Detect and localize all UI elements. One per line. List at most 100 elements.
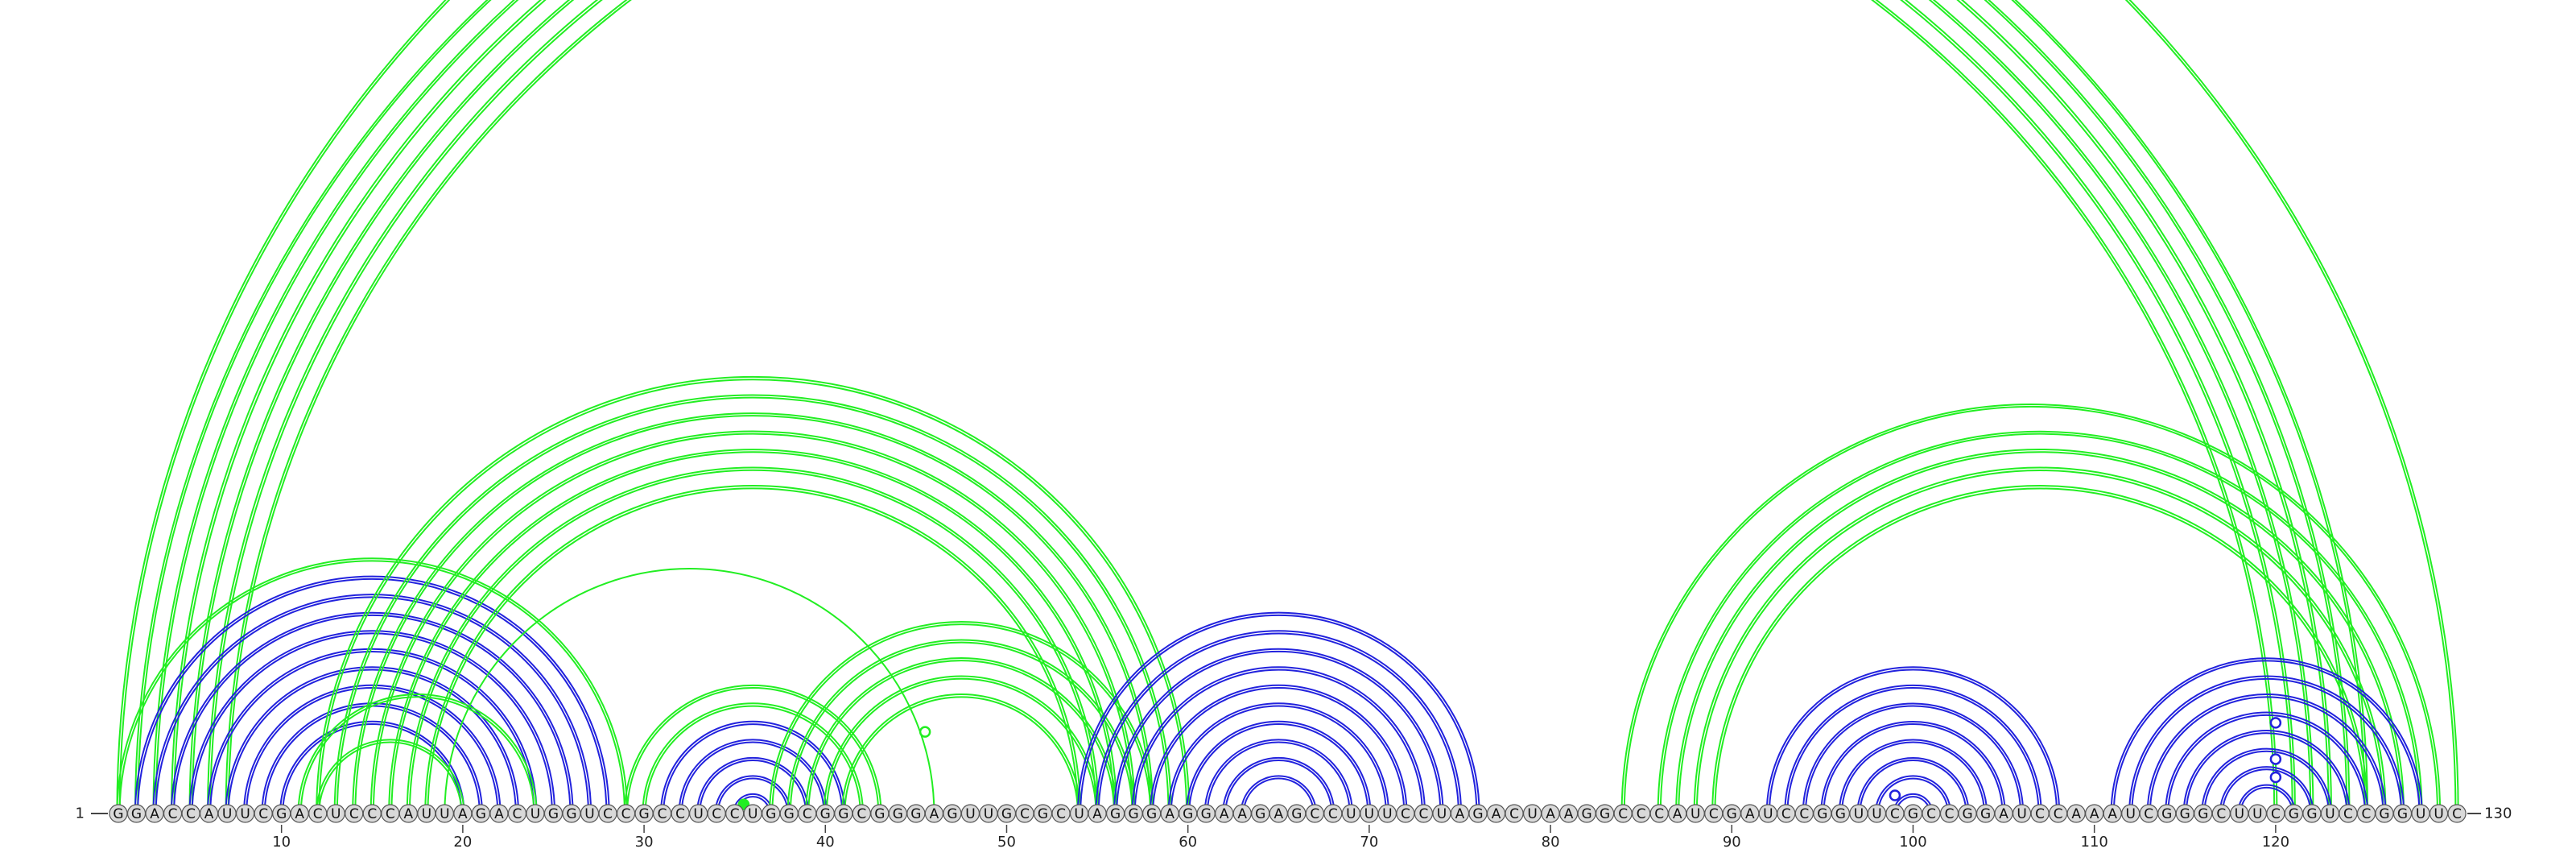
nucleotide: G	[562, 804, 581, 823]
nucleotide-letter: G	[2161, 806, 2172, 822]
base-pair-arc	[116, 0, 2459, 814]
marker-layer	[737, 717, 2282, 810]
nucleotide-letter: U	[1763, 806, 1773, 822]
nucleotide-letter: G	[566, 806, 576, 822]
nucleotide: U	[2121, 804, 2140, 823]
base-pair-arc	[2203, 750, 2330, 814]
nucleotide-letter: U	[1346, 806, 1356, 822]
base-pair-arc	[155, 596, 589, 814]
base-pair-arc	[699, 760, 807, 814]
nucleotide-letter: G	[276, 806, 287, 822]
base-pair-arc	[191, 632, 553, 814]
nucleotide: C	[671, 804, 690, 823]
nucleotide: A	[1269, 804, 1288, 823]
base-pair-arc	[1877, 777, 1949, 814]
base-pair-arc	[2221, 768, 2312, 814]
base-pair-arc	[2165, 711, 2369, 814]
nucleotide-letter: A	[1546, 806, 1555, 822]
nucleotide: U	[2429, 804, 2449, 823]
nucleotide-letter: C	[1020, 806, 1030, 822]
nucleotide-letter: G	[1962, 806, 1972, 822]
base-pair-arc	[1080, 614, 1478, 814]
nucleotide-letter: A	[1092, 806, 1102, 822]
nucleotide-letter: U	[1382, 806, 1392, 822]
nucleotide-letter: C	[675, 806, 685, 822]
nucleotide: G	[1958, 804, 1977, 823]
base-pair-arc	[333, 394, 1172, 814]
base-pair-arc	[225, 666, 520, 814]
nucleotide: G	[1468, 804, 1488, 823]
base-pair-arc	[1768, 669, 2058, 814]
base-pair-arc	[297, 693, 538, 814]
base-pair-arc	[2167, 714, 2366, 814]
base-pair-arc	[626, 686, 880, 814]
nucleotide: C	[616, 804, 636, 823]
nucleotide-letter: C	[1890, 806, 1900, 822]
nucleotide: C	[1015, 804, 1034, 823]
base-pair-arc	[243, 684, 502, 814]
nucleotide-letter: C	[1781, 806, 1791, 822]
nucleotide-letter: A	[1564, 806, 1574, 822]
nucleotide: C	[2339, 804, 2358, 823]
base-pair-arc	[1714, 487, 2366, 814]
base-pair-arc	[261, 702, 483, 814]
base-pair-arc	[188, 0, 2314, 814]
nucleotide-letter: G	[1255, 806, 1265, 822]
base-pair-arc	[1188, 723, 1369, 814]
nucleotide: G	[1251, 804, 1270, 823]
nucleotide: U	[1867, 804, 1887, 823]
nucleotide: A	[1215, 804, 1234, 823]
nucleotide-letter: A	[1165, 806, 1174, 822]
nucleotide-letter: C	[1419, 806, 1429, 822]
nucleotide: U	[580, 804, 600, 823]
nucleotide-letter: A	[403, 806, 413, 822]
tick-label: 30	[635, 834, 654, 851]
nucleotide-letter: A	[1673, 806, 1682, 822]
nucleotide: U	[435, 804, 454, 823]
nucleotide: U	[960, 804, 980, 823]
nucleotide: G	[1903, 804, 1923, 823]
nucleotide: G	[272, 804, 291, 823]
tick-label: 60	[1179, 834, 1197, 851]
base-pair-arc	[623, 684, 882, 814]
nucleotide-letter: G	[1727, 806, 1737, 822]
nucleotide-letter: C	[1945, 806, 1955, 822]
nucleotide: G	[126, 804, 147, 823]
nucleotide: G	[2375, 804, 2394, 823]
nucleotide: A	[1994, 804, 2013, 823]
nucleotide: G	[2392, 804, 2413, 823]
nucleotide: C	[1505, 804, 1524, 823]
nucleotide: C	[1794, 804, 1814, 823]
base-pair-arc	[406, 466, 1100, 814]
base-pair-arc	[1170, 705, 1387, 814]
base-pair-arc	[336, 396, 1170, 814]
nucleotide-letter: C	[349, 806, 359, 822]
nucleotide: C	[2356, 804, 2376, 823]
nucleotide: C	[598, 804, 617, 823]
nucleotide: U	[1522, 804, 1542, 823]
base-pair-arc	[2131, 677, 2402, 814]
nucleotide: G	[2284, 804, 2303, 823]
nucleotide: U	[217, 804, 237, 823]
nucleotide: A	[489, 804, 509, 823]
nucleotide-letter: C	[2452, 806, 2462, 822]
nucleotide: G	[1831, 804, 1850, 823]
base-pair-arc	[844, 696, 1079, 814]
nucleotide-letter: G	[1600, 806, 1610, 822]
nucleotide-letter: C	[1328, 806, 1338, 822]
nucleotide-letter: A	[930, 806, 939, 822]
nucleotide-letter: G	[874, 806, 885, 822]
base-pair-arc	[1786, 686, 2040, 814]
nucleotide: G	[762, 804, 781, 823]
base-pair-arc	[2185, 732, 2348, 814]
base-pair-arc	[116, 557, 629, 814]
base-pair-arc	[1095, 630, 1463, 814]
nucleotide: A	[290, 804, 309, 823]
nucleotide: U	[1377, 804, 1397, 823]
base-pair-arc	[825, 677, 1097, 814]
end-label: 130	[2484, 805, 2512, 822]
base-pair-arc	[444, 567, 935, 814]
nucleotide-letter: U	[584, 806, 594, 822]
nucleotide: G	[1033, 804, 1053, 823]
nucleotide: A	[2103, 804, 2122, 823]
